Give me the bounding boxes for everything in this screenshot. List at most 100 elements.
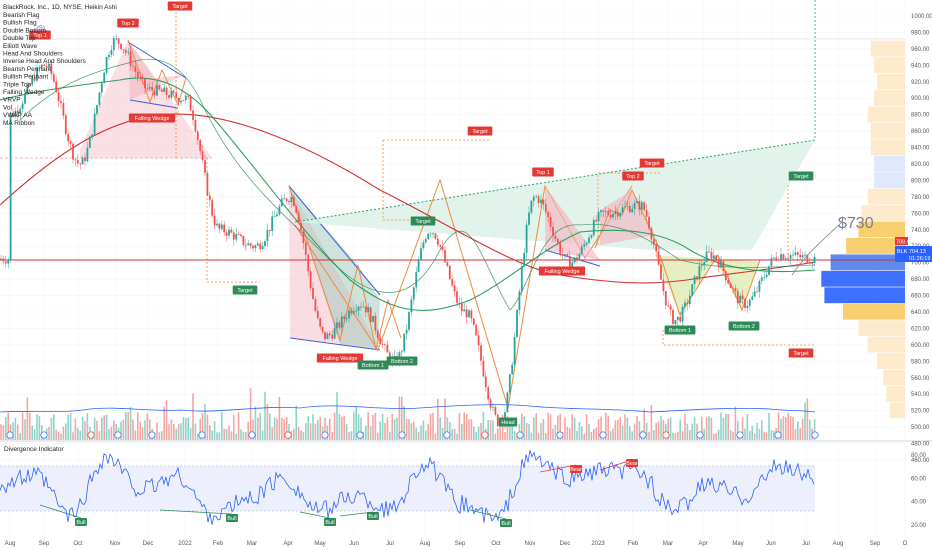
event-marker[interactable] bbox=[811, 431, 819, 439]
pattern-label[interactable]: Target bbox=[415, 219, 431, 225]
candle-body bbox=[434, 233, 437, 239]
legend[interactable]: BlackRock, Inc., 1D, NYSE, Heikin AshiBe… bbox=[3, 4, 117, 127]
candle-body bbox=[220, 224, 223, 229]
volume-bar bbox=[168, 424, 170, 440]
candle-body bbox=[532, 196, 535, 201]
indicator-legend-item[interactable]: Inverse Head And Shoulders bbox=[3, 58, 86, 65]
pattern-label[interactable]: Target bbox=[644, 161, 660, 167]
indicator-legend-item[interactable]: Bullish Flag bbox=[3, 20, 37, 27]
indicator-legend-item[interactable]: Elliott Wave bbox=[3, 43, 37, 50]
pattern-label[interactable]: Bottom 1 bbox=[669, 328, 691, 334]
indicator-legend-item[interactable]: Double Bottom bbox=[3, 27, 46, 34]
volume-bar bbox=[547, 412, 549, 440]
indicator-legend-item[interactable]: Bearish Pennant bbox=[3, 66, 51, 73]
volume-bar bbox=[638, 421, 641, 440]
event-marker[interactable] bbox=[321, 431, 329, 439]
indicator-legend-item[interactable]: Head And Shoulders bbox=[3, 51, 63, 58]
volume-bar bbox=[674, 433, 677, 440]
pattern-label[interactable]: Top 1 bbox=[33, 33, 46, 39]
pattern-label[interactable]: Target bbox=[237, 288, 253, 294]
volume-bar bbox=[710, 417, 713, 440]
indicator-legend-item[interactable]: Vol bbox=[3, 104, 13, 111]
time-axis[interactable]: Aug Sep Oct Nov Dec 2022 Feb Mar Apr May Jun Jul Aug… bbox=[5, 541, 908, 547]
event-marker[interactable] bbox=[114, 431, 122, 439]
event-marker[interactable] bbox=[481, 431, 489, 439]
pattern-label[interactable]: Falling Wedge bbox=[322, 356, 357, 362]
divergence-label-bg bbox=[626, 459, 638, 467]
event-marker[interactable] bbox=[284, 431, 292, 439]
pattern-label[interactable]: Falling Wedge bbox=[544, 269, 579, 275]
pattern-label[interactable]: Bottom 1 bbox=[362, 363, 384, 369]
event-marker[interactable] bbox=[398, 431, 406, 439]
event-marker[interactable] bbox=[40, 431, 48, 439]
indicator-legend-item[interactable]: VRVP bbox=[3, 97, 21, 104]
volume-bar bbox=[237, 412, 240, 440]
volume-bar bbox=[374, 412, 377, 440]
candle-body bbox=[352, 311, 355, 314]
pattern-labels[interactable]: Top 1 Top 2 Target Falling Wedge Target Targe… bbox=[29, 1, 814, 427]
event-marker[interactable] bbox=[662, 431, 670, 439]
volume-bar bbox=[465, 414, 468, 440]
oscillator-scale: 20.00 40.00 60.00 80.00 bbox=[911, 453, 927, 529]
event-marker[interactable] bbox=[599, 431, 607, 439]
pattern-label[interactable]: Head bbox=[501, 420, 514, 426]
pattern-label[interactable]: Target bbox=[472, 129, 488, 135]
event-marker[interactable] bbox=[356, 431, 364, 439]
event-marker[interactable] bbox=[556, 431, 564, 439]
indicator-legend-item[interactable]: Bullish Pennant bbox=[3, 74, 48, 81]
candle-body bbox=[300, 222, 302, 231]
volume-bar bbox=[626, 417, 629, 440]
event-marker[interactable] bbox=[198, 431, 206, 439]
candle-body bbox=[312, 287, 314, 300]
event-marker[interactable] bbox=[774, 431, 782, 439]
volume-bar bbox=[720, 412, 722, 440]
indicator-legend-item[interactable]: Falling Wedge bbox=[3, 89, 45, 96]
pattern-label[interactable]: Top 2 bbox=[121, 21, 134, 27]
event-marker[interactable] bbox=[148, 431, 156, 439]
indicator-legend-item[interactable]: Triple Top bbox=[3, 81, 32, 88]
indicator-legend-item[interactable]: MA Ribbon bbox=[3, 120, 35, 127]
candle-body bbox=[74, 159, 77, 161]
pattern-label[interactable]: Falling Wedge bbox=[134, 116, 169, 122]
event-marker[interactable] bbox=[736, 431, 744, 439]
candle-body bbox=[93, 113, 96, 135]
candle-body bbox=[7, 259, 10, 264]
event-marker[interactable] bbox=[6, 431, 14, 439]
indicator-legend-item[interactable]: Bearish Flag bbox=[3, 12, 40, 19]
candle-body bbox=[686, 302, 689, 305]
pattern-label[interactable]: Bottom 2 bbox=[391, 359, 413, 365]
price-tick-label: 840.00 bbox=[911, 146, 930, 152]
event-marker[interactable] bbox=[639, 431, 647, 439]
candle-body bbox=[408, 312, 410, 330]
event-marker[interactable] bbox=[516, 431, 524, 439]
pattern-label[interactable]: Target bbox=[793, 174, 809, 180]
pattern-label[interactable]: Bottom 2 bbox=[733, 324, 755, 330]
time-tick-label: Mar bbox=[663, 541, 673, 547]
price-tick-label: 780.00 bbox=[911, 195, 930, 201]
symbol-title[interactable]: BlackRock, Inc., 1D, NYSE, Heikin Ashi bbox=[3, 4, 117, 11]
pattern-label[interactable]: Top 2 bbox=[626, 174, 639, 180]
event-marker[interactable] bbox=[696, 431, 704, 439]
candle-body bbox=[372, 315, 374, 322]
candle-body bbox=[554, 235, 557, 239]
volume-bar bbox=[134, 430, 137, 440]
volume-bar bbox=[657, 421, 660, 440]
pattern-label[interactable]: Target bbox=[172, 4, 188, 10]
volume-bar bbox=[509, 424, 511, 440]
volume-ma-line bbox=[0, 404, 816, 413]
candle-body bbox=[537, 196, 540, 203]
candle-body bbox=[441, 246, 444, 251]
wedge-1-bottom bbox=[129, 99, 179, 109]
indicator-legend-item[interactable]: Double Top bbox=[3, 35, 36, 42]
pattern-label[interactable]: Target bbox=[793, 351, 809, 357]
indicator-legend-item[interactable]: VWAP AA bbox=[3, 112, 33, 119]
event-marker[interactable] bbox=[248, 431, 256, 439]
event-marker[interactable] bbox=[87, 431, 95, 439]
candle-body bbox=[175, 92, 178, 98]
pattern-label[interactable]: Top 1 bbox=[536, 170, 549, 176]
volume-bar bbox=[588, 424, 590, 440]
volume-bar bbox=[312, 414, 314, 440]
price-scale[interactable]: 460.00 480.00 500.00 520.00 540.00 560.00 580.… bbox=[911, 14, 932, 464]
event-marker[interactable] bbox=[443, 431, 451, 439]
